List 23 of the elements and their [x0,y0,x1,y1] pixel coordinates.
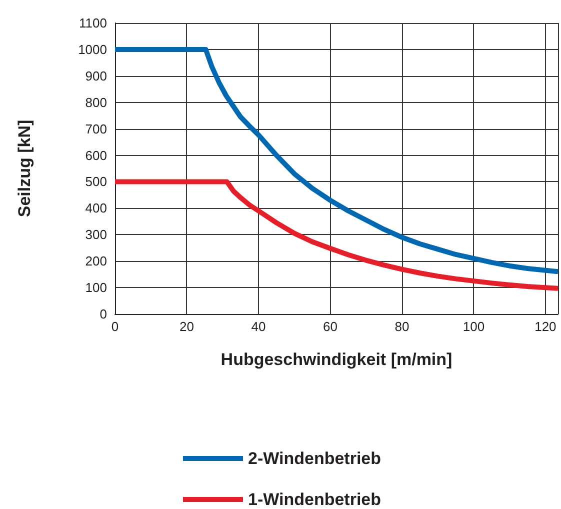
x-tick-label: 80 [394,319,410,334]
x-tick-label: 0 [111,319,119,334]
y-tick-label: 700 [85,121,107,136]
legend-label: 2-Windenbetrieb [248,449,382,468]
y-tick-label: 1000 [78,42,107,57]
y-tick-label: 900 [85,68,107,84]
y-axis-title: Seilzug [kN] [15,120,34,218]
y-tick-label: 600 [85,148,107,163]
y-tick-label: 800 [85,94,107,110]
y-tick-label: 400 [85,200,107,216]
y-tick-label: 300 [85,227,107,242]
y-tick-label: 200 [85,254,107,269]
x-tick-label: 120 [534,319,556,334]
y-tick-label: 500 [85,174,107,190]
x-tick-label: 20 [180,319,194,334]
y-tick-label: 100 [85,280,107,296]
y-tick-label: 1100 [79,16,107,30]
x-tick-label: 60 [322,319,338,334]
legend-label: 1-Windenbetrieb [248,490,382,509]
x-axis-title: Hubgeschwindigkeit [m/min] [220,350,452,369]
y-tick-label: 0 [100,306,107,322]
x-tick-label: 40 [251,319,266,334]
x-tick-label: 100 [462,319,485,334]
